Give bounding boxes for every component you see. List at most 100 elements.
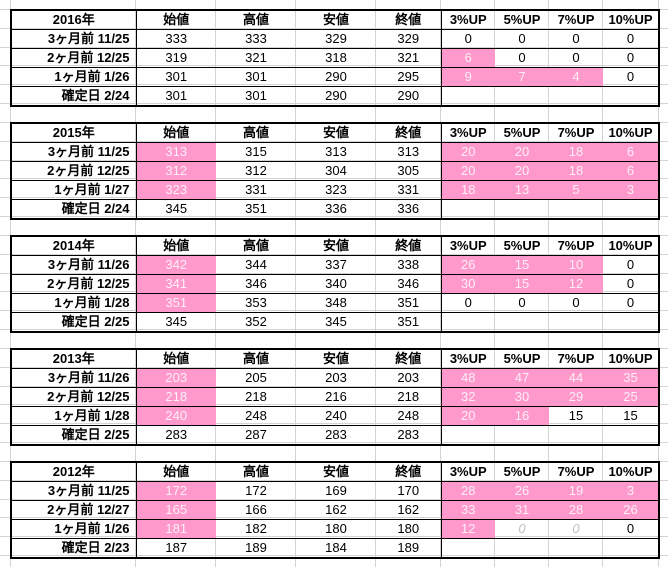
cell-close[interactable]: 321 [376,48,442,68]
cell-open[interactable]: 181 [136,519,216,539]
cell-up5[interactable]: 0 [495,519,549,539]
cell-open[interactable]: 301 [136,86,216,107]
cell-close[interactable]: 305 [376,161,442,181]
cell-up10[interactable] [603,312,660,333]
cell-up7[interactable]: 0 [549,29,603,49]
cell-up7[interactable] [549,199,603,220]
cell-up7[interactable]: 12 [549,274,603,294]
cell-up3[interactable]: 28 [441,481,495,501]
cell-close[interactable]: 170 [376,481,442,501]
cell-low[interactable]: 348 [296,293,376,313]
cell-up5[interactable] [495,538,549,559]
cell-up7[interactable]: 0 [549,519,603,539]
cell-high[interactable]: 301 [216,86,296,107]
cell-low[interactable]: 323 [296,180,376,200]
cell-low[interactable]: 169 [296,481,376,501]
cell-up3[interactable]: 9 [441,67,495,87]
cell-up3[interactable]: 33 [441,500,495,520]
cell-low[interactable]: 336 [296,199,376,220]
cell-high[interactable]: 315 [216,142,296,162]
cell-up5[interactable]: 0 [495,293,549,313]
cell-open[interactable]: 172 [136,481,216,501]
cell-up3[interactable] [441,86,495,107]
cell-low[interactable]: 318 [296,48,376,68]
cell-up7[interactable]: 10 [549,255,603,275]
cell-close[interactable]: 295 [376,67,442,87]
cell-open[interactable]: 165 [136,500,216,520]
cell-low[interactable]: 340 [296,274,376,294]
cell-close[interactable]: 218 [376,387,442,407]
cell-low[interactable]: 345 [296,312,376,333]
cell-low[interactable]: 290 [296,67,376,87]
cell-up10[interactable]: 0 [603,29,660,49]
cell-high[interactable]: 166 [216,500,296,520]
cell-close[interactable]: 338 [376,255,442,275]
cell-up7[interactable] [549,312,603,333]
cell-high[interactable]: 205 [216,368,296,388]
cell-up3[interactable] [441,538,495,559]
cell-up3[interactable]: 20 [441,161,495,181]
cell-up10[interactable]: 0 [603,274,660,294]
cell-high[interactable]: 218 [216,387,296,407]
cell-open[interactable]: 240 [136,406,216,426]
cell-low[interactable]: 337 [296,255,376,275]
cell-close[interactable]: 351 [376,312,442,333]
cell-open[interactable]: 203 [136,368,216,388]
cell-close[interactable]: 203 [376,368,442,388]
cell-open[interactable]: 341 [136,274,216,294]
cell-up5[interactable]: 26 [495,481,549,501]
cell-high[interactable]: 331 [216,180,296,200]
cell-up5[interactable]: 20 [495,142,549,162]
cell-high[interactable]: 344 [216,255,296,275]
cell-open[interactable]: 351 [136,293,216,313]
cell-close[interactable]: 283 [376,425,442,446]
cell-up3[interactable]: 18 [441,180,495,200]
cell-low[interactable]: 184 [296,538,376,559]
cell-low[interactable]: 313 [296,142,376,162]
cell-low[interactable]: 240 [296,406,376,426]
cell-high[interactable]: 346 [216,274,296,294]
cell-up3[interactable]: 26 [441,255,495,275]
cell-low[interactable]: 290 [296,86,376,107]
cell-high[interactable]: 353 [216,293,296,313]
cell-up7[interactable]: 44 [549,368,603,388]
cell-up10[interactable]: 6 [603,161,660,181]
cell-up5[interactable]: 16 [495,406,549,426]
cell-close[interactable]: 290 [376,86,442,107]
cell-up10[interactable]: 6 [603,142,660,162]
cell-open[interactable]: 345 [136,199,216,220]
cell-close[interactable]: 313 [376,142,442,162]
cell-up7[interactable]: 0 [549,293,603,313]
cell-up7[interactable]: 5 [549,180,603,200]
cell-close[interactable]: 180 [376,519,442,539]
cell-open[interactable]: 323 [136,180,216,200]
cell-up7[interactable] [549,86,603,107]
cell-up5[interactable]: 7 [495,67,549,87]
cell-up10[interactable]: 15 [603,406,660,426]
cell-open[interactable]: 218 [136,387,216,407]
cell-up5[interactable]: 20 [495,161,549,181]
cell-high[interactable]: 352 [216,312,296,333]
cell-up7[interactable]: 19 [549,481,603,501]
cell-high[interactable]: 189 [216,538,296,559]
cell-up3[interactable]: 20 [441,406,495,426]
cell-up5[interactable]: 13 [495,180,549,200]
cell-up3[interactable]: 48 [441,368,495,388]
cell-low[interactable]: 283 [296,425,376,446]
cell-up5[interactable]: 47 [495,368,549,388]
cell-up10[interactable]: 0 [603,255,660,275]
cell-up7[interactable] [549,425,603,446]
cell-low[interactable]: 180 [296,519,376,539]
cell-up10[interactable]: 3 [603,180,660,200]
cell-up5[interactable]: 0 [495,48,549,68]
cell-open[interactable]: 319 [136,48,216,68]
cell-high[interactable]: 333 [216,29,296,49]
cell-up10[interactable] [603,86,660,107]
cell-up5[interactable]: 0 [495,29,549,49]
cell-open[interactable]: 313 [136,142,216,162]
cell-up10[interactable] [603,538,660,559]
cell-low[interactable]: 162 [296,500,376,520]
cell-open[interactable]: 187 [136,538,216,559]
cell-high[interactable]: 351 [216,199,296,220]
cell-up7[interactable]: 4 [549,67,603,87]
